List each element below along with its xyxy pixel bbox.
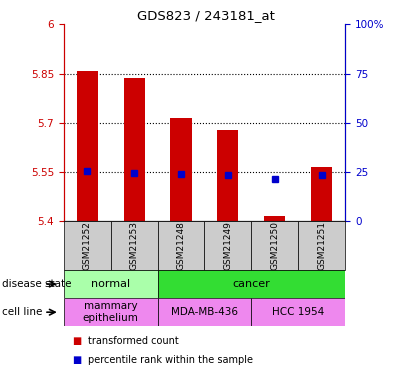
Bar — [157, 298, 252, 326]
Text: GSM21253: GSM21253 — [129, 221, 139, 270]
Bar — [76, 71, 98, 221]
Bar — [171, 118, 192, 221]
Text: normal: normal — [91, 279, 130, 289]
Bar — [252, 298, 345, 326]
Text: GSM21251: GSM21251 — [317, 221, 326, 270]
Bar — [64, 221, 111, 270]
Text: mammary
epithelium: mammary epithelium — [83, 302, 139, 323]
Text: transformed count: transformed count — [88, 336, 179, 346]
Bar — [64, 270, 157, 298]
Bar — [298, 221, 345, 270]
Bar — [157, 221, 205, 270]
Text: GSM21250: GSM21250 — [270, 221, 279, 270]
Text: disease state: disease state — [2, 279, 72, 289]
Text: ■: ■ — [72, 355, 81, 365]
Text: cell line: cell line — [2, 307, 42, 317]
Text: GDS823 / 243181_at: GDS823 / 243181_at — [136, 9, 275, 22]
Bar — [205, 221, 252, 270]
Bar — [64, 298, 157, 326]
Text: ■: ■ — [72, 336, 81, 346]
Bar — [252, 221, 298, 270]
Text: GSM21249: GSM21249 — [224, 221, 233, 270]
Text: GSM21252: GSM21252 — [83, 221, 92, 270]
Text: HCC 1954: HCC 1954 — [272, 307, 324, 317]
Text: MDA-MB-436: MDA-MB-436 — [171, 307, 238, 317]
Bar — [217, 130, 238, 221]
Bar — [157, 270, 345, 298]
Bar — [311, 167, 332, 221]
Text: cancer: cancer — [233, 279, 270, 289]
Bar — [264, 216, 285, 221]
Text: GSM21248: GSM21248 — [176, 221, 185, 270]
Bar — [111, 221, 157, 270]
Bar — [124, 78, 145, 221]
Text: percentile rank within the sample: percentile rank within the sample — [88, 355, 253, 365]
